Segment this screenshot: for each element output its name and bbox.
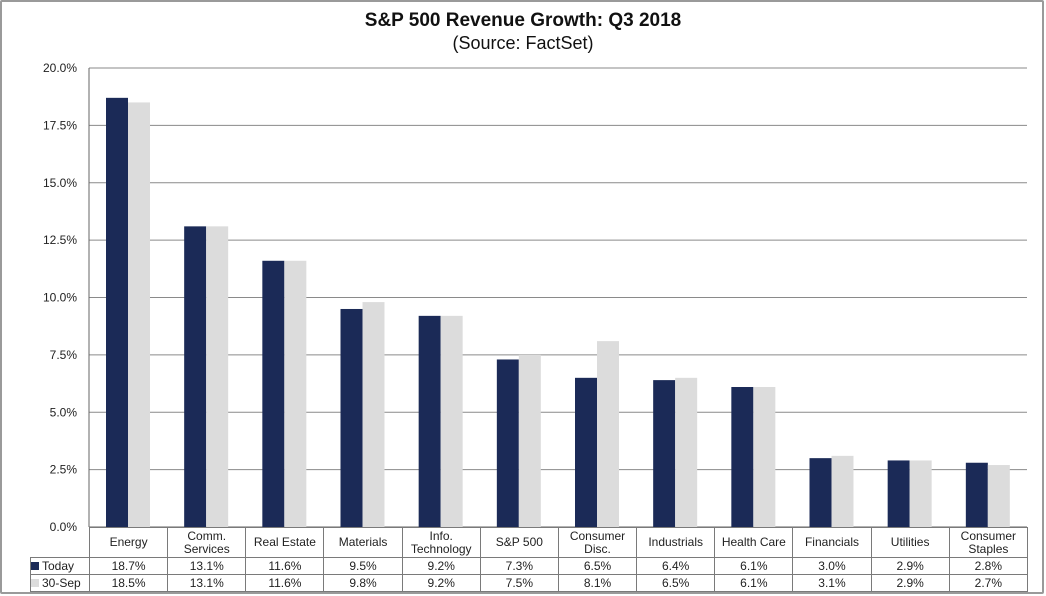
bar-30-sep	[206, 226, 229, 528]
data-label: 2.8%	[948, 557, 1029, 575]
data-label: 18.7%	[88, 557, 169, 575]
x-tick-label: Consumer Staples	[948, 527, 1029, 558]
bar-30-sep	[128, 102, 150, 528]
x-tick-label-line: Materials	[338, 535, 388, 549]
y-tick-label: 0.0%	[50, 520, 78, 534]
legend-swatch	[31, 562, 39, 571]
data-label: 6.5%	[636, 574, 716, 592]
x-tick-label-line: Energy	[109, 535, 148, 549]
data-label: 13.1%	[167, 557, 247, 575]
data-table: Energy Comm. Services Real Estate Materials I…	[30, 527, 1029, 592]
data-label: 6.5%	[557, 557, 638, 575]
y-tick-label: 2.5%	[50, 463, 78, 477]
bar-30-sep	[675, 377, 698, 527]
bar-30-sep	[440, 315, 463, 527]
y-tick-label: 10.0%	[43, 291, 77, 305]
x-tick-label: Financials	[792, 527, 872, 558]
y-tick-label: 17.5%	[43, 118, 77, 132]
data-label: 2.7%	[948, 574, 1029, 592]
x-tick-label: Energy	[88, 527, 169, 558]
bar-today	[653, 380, 676, 527]
data-label: 9.2%	[401, 574, 481, 592]
x-tick-label-line: Industrials	[648, 535, 704, 549]
x-tick-label-line: Health Care	[721, 535, 786, 549]
bar-today	[809, 458, 832, 527]
bar-today	[262, 260, 285, 527]
x-tick-label-line: Real Estate	[253, 535, 316, 549]
x-tick-label: S&P 500	[479, 527, 559, 558]
x-tick-label: Real Estate	[245, 527, 325, 558]
bar-30-sep	[831, 455, 854, 527]
x-tick-label: Consumer Disc.	[557, 527, 638, 558]
x-tick-label-line: Services	[183, 541, 230, 556]
x-tick-label-line: Info.	[429, 528, 453, 543]
data-label: 3.0%	[792, 557, 872, 575]
x-tick-label-line: Financials	[804, 535, 859, 549]
bar-30-sep	[362, 302, 385, 527]
table-corner	[31, 528, 90, 558]
bar-30-sep	[597, 341, 619, 527]
bar-30-sep	[753, 387, 776, 527]
x-tick-label: Health Care	[714, 527, 794, 558]
legend-entry: 30-Sep	[30, 574, 90, 592]
x-tick-label: Comm. Services	[167, 527, 247, 558]
data-label: 9.5%	[323, 557, 403, 575]
x-tick-label-line: Consumer	[960, 528, 1017, 543]
bar-today	[418, 315, 441, 527]
data-label: 7.3%	[479, 557, 559, 575]
bar-30-sep	[518, 354, 541, 527]
x-tick-label-line: Comm.	[187, 528, 227, 543]
table-row: Today 18.7% 13.1% 11.6% 9.5% 9.2% 7.3% 6.5% 6.4%…	[30, 557, 1029, 575]
data-label: 2.9%	[870, 557, 950, 575]
legend-label: Today	[42, 558, 75, 573]
data-label: 18.5%	[88, 574, 169, 592]
data-label: 9.2%	[401, 557, 481, 575]
legend-entry: Today	[30, 557, 90, 575]
data-label: 9.8%	[323, 574, 403, 592]
chart-title: S&P 500 Revenue Growth: Q3 2018	[364, 10, 682, 31]
bar-today	[106, 97, 128, 528]
bar-30-sep	[987, 465, 1010, 527]
bar-30-sep	[909, 460, 932, 527]
x-tick-label: Utilities	[870, 527, 950, 558]
x-tick-label: Industrials	[636, 527, 716, 558]
data-label: 6.1%	[714, 574, 794, 592]
y-tick-label: 20.0%	[43, 61, 77, 75]
data-label: 13.1%	[167, 574, 247, 592]
chart-subtitle: (Source: FactSet)	[452, 33, 594, 53]
x-tick-label-line: Utilities	[890, 535, 930, 549]
bar-today	[496, 359, 519, 527]
data-label: 2.9%	[870, 574, 950, 592]
x-tick-label: Materials	[323, 527, 403, 558]
bar-today	[887, 460, 910, 527]
table-row: 30-Sep 18.5% 13.1% 11.6% 9.8% 9.2% 7.5% 8.1% 6.5…	[30, 574, 1029, 592]
bar-today	[575, 377, 597, 527]
x-tick-label-line: Disc.	[584, 541, 611, 556]
data-label: 7.5%	[479, 574, 559, 592]
y-tick-label: 7.5%	[50, 348, 78, 362]
legend-label: 30-Sep	[42, 575, 81, 590]
data-label: 6.1%	[714, 557, 794, 575]
legend-swatch	[31, 579, 39, 588]
bar-today	[731, 387, 754, 527]
x-tick-label: Info. Technology	[401, 527, 481, 558]
data-label: 11.6%	[245, 574, 325, 592]
x-tick-label-line: Technology	[410, 541, 472, 556]
bar-today	[184, 226, 207, 528]
bar-30-sep	[284, 260, 307, 527]
x-tick-label-line: Consumer	[569, 528, 626, 543]
x-tick-label-line: S&P 500	[495, 535, 543, 549]
bar-today	[340, 308, 363, 527]
y-tick-label: 15.0%	[43, 176, 77, 190]
data-label: 3.1%	[792, 574, 872, 592]
y-tick-label: 12.5%	[43, 233, 77, 247]
x-tick-label-line: Staples	[968, 541, 1009, 556]
data-label: 8.1%	[557, 574, 638, 592]
y-tick-label: 5.0%	[50, 405, 78, 419]
bar-today	[965, 462, 988, 527]
data-label: 11.6%	[245, 557, 325, 575]
data-label: 6.4%	[636, 557, 716, 575]
